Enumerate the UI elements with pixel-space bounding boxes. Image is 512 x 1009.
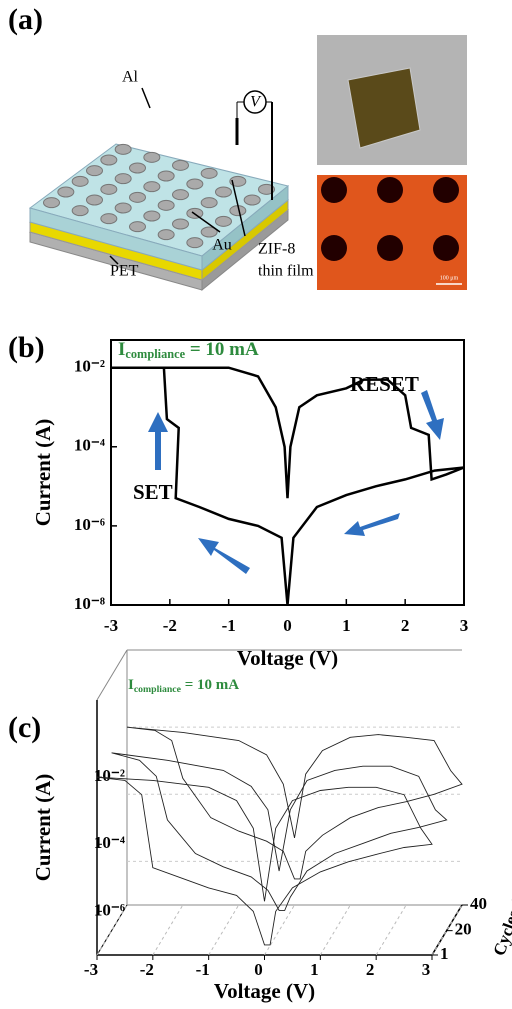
compliance-sub: compliance xyxy=(134,684,182,695)
grid-line xyxy=(209,905,239,955)
x-axis-label: Voltage (V) xyxy=(214,979,315,1003)
electrode xyxy=(144,152,160,162)
y-tick-label: 10⁻⁸ xyxy=(74,594,105,613)
axis-edge xyxy=(97,650,127,700)
electrode xyxy=(173,160,189,170)
plot-b: -3 -2 -1 0 1 2 3 10⁻⁸ 10⁻⁶ 10⁻⁴ 10⁻² Voltage (V) Cur… xyxy=(31,339,468,669)
electrode xyxy=(101,155,117,165)
x-tick-label: 1 xyxy=(342,616,351,635)
electrode xyxy=(173,219,189,229)
electrode xyxy=(115,203,131,213)
y-axis-label: Current (A) xyxy=(31,774,55,882)
panel-label: (a) xyxy=(8,3,43,36)
y-axis-label: Current (A) xyxy=(31,419,55,527)
film-label: thin film xyxy=(258,263,314,280)
set-label: SET xyxy=(133,480,173,504)
electrode xyxy=(87,166,103,176)
compliance-rest: = 10 mA xyxy=(181,677,239,693)
electrode xyxy=(72,206,88,216)
x-tick-label: -1 xyxy=(196,960,210,979)
compliance-sub: compliance xyxy=(125,347,185,361)
figure: (a) V Al Au PET ZIF-8 thin film 100 μm xyxy=(0,0,512,1009)
electrode xyxy=(244,195,260,205)
grid-line xyxy=(265,905,295,955)
x-axis-label: Voltage (V) xyxy=(237,646,338,670)
electrode xyxy=(144,182,160,192)
electrode xyxy=(87,195,103,205)
reset-label: RESET xyxy=(350,372,419,396)
al-label: Al xyxy=(122,69,139,86)
electrode xyxy=(187,238,203,248)
electrode xyxy=(72,176,88,186)
compliance-label: Icompliance = 10 mA xyxy=(118,339,259,360)
scale-bar-label: 100 μm xyxy=(440,275,459,281)
x-tick-label: 2 xyxy=(401,616,410,635)
electrode xyxy=(201,198,217,208)
x-tick-label: -3 xyxy=(104,616,118,635)
y-tick-label: 10⁻⁴ xyxy=(94,833,125,852)
x-tick-label: 2 xyxy=(366,960,375,979)
photo-microscope xyxy=(317,175,467,290)
grid-line xyxy=(153,905,183,955)
electrode xyxy=(216,216,232,226)
electrode xyxy=(44,198,60,208)
x-tick-label: -2 xyxy=(163,616,177,635)
electrode xyxy=(158,230,174,240)
y-tick-label: 10⁻² xyxy=(94,766,125,785)
z-axis-label: Cycles (#) xyxy=(489,885,512,958)
panel-label: (b) xyxy=(8,331,45,364)
electrode xyxy=(115,144,131,154)
pet-label: PET xyxy=(110,263,139,280)
x-tick-label: 0 xyxy=(254,960,263,979)
y-tick-label: 10⁻² xyxy=(74,357,105,376)
electrode xyxy=(144,211,160,221)
electrode xyxy=(130,192,146,202)
electrode xyxy=(101,214,117,224)
x-tick-label: -1 xyxy=(222,616,236,635)
x-tick-label: 3 xyxy=(422,960,431,979)
compliance-rest: = 10 mA xyxy=(185,339,259,360)
grid-line xyxy=(320,905,350,955)
electrode xyxy=(158,171,174,181)
electrode xyxy=(115,174,131,184)
x-tick-label: 1 xyxy=(310,960,319,979)
photo-device xyxy=(317,35,467,165)
zif-label: ZIF-8 xyxy=(258,241,295,258)
electrode xyxy=(158,200,174,210)
electrode xyxy=(130,222,146,232)
z-tick-label: 20 xyxy=(455,920,472,939)
x-tick-label: -3 xyxy=(84,960,98,979)
plot-c: -3 -2 -1 0 1 2 3 10⁻⁶ 10⁻⁴ 10⁻² 1 20 40 Voltage (V) Cu… xyxy=(31,650,512,1003)
z-tick-label: 1 xyxy=(440,944,449,963)
x-tick-label: 3 xyxy=(460,616,469,635)
electrode xyxy=(187,179,203,189)
x-tick-label: -2 xyxy=(140,960,154,979)
electrode xyxy=(58,187,74,197)
device-drawing xyxy=(30,88,288,290)
panel-label: (c) xyxy=(8,711,41,744)
y-tick-label: 10⁻⁴ xyxy=(74,436,105,455)
electrode xyxy=(101,184,117,194)
compliance-label: Icompliance = 10 mA xyxy=(128,677,239,695)
au-label: Au xyxy=(212,237,232,254)
electrode xyxy=(173,190,189,200)
y-tick-label: 10⁻⁶ xyxy=(74,515,105,534)
grid-line xyxy=(376,905,406,955)
z-tick-label: 40 xyxy=(470,894,487,913)
electrode xyxy=(216,187,232,197)
electrode xyxy=(130,163,146,173)
x-tick-label: 0 xyxy=(283,616,292,635)
compliance-main: I xyxy=(118,339,125,360)
electrode xyxy=(201,168,217,178)
y-tick-label: 10⁻⁶ xyxy=(94,900,125,919)
